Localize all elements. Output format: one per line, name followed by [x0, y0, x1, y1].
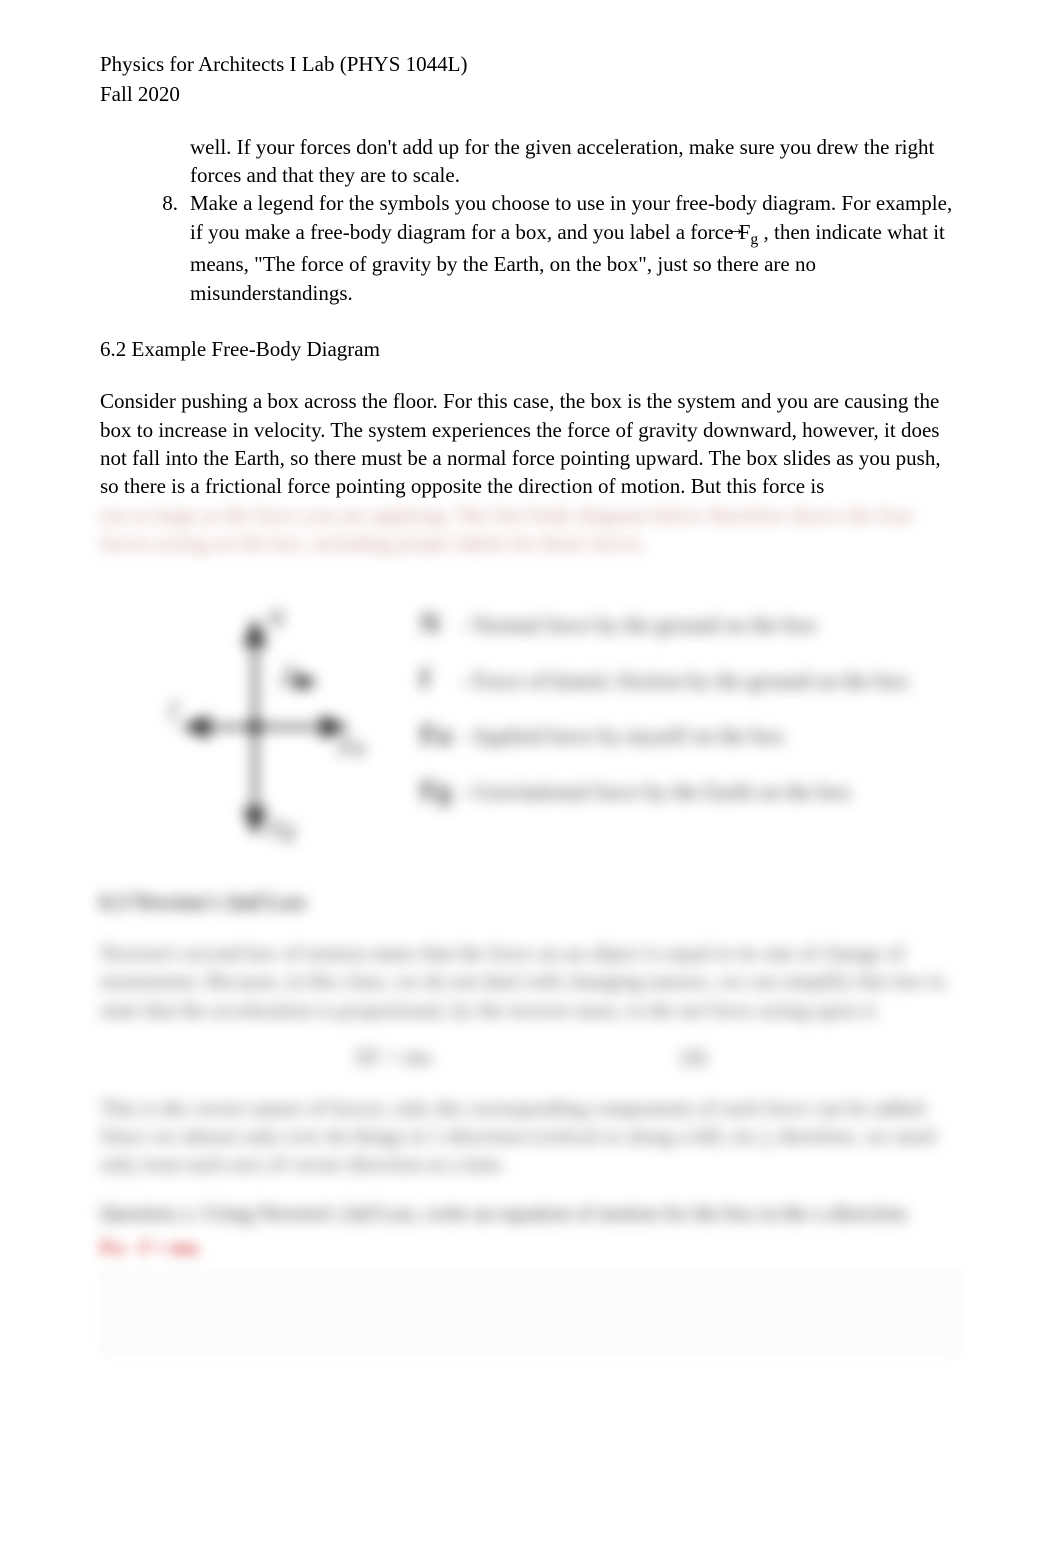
legend-row: f - Force of kinetic friction by the gro…	[420, 661, 908, 699]
legend-text: - Gravitational force by the Earth on th…	[460, 777, 851, 807]
force-subscript: g	[750, 231, 758, 248]
section-6-3-para1: Newton's second law of motion states tha…	[100, 939, 962, 1024]
equation-text: ΣF = ma	[356, 1042, 431, 1072]
section-6-2-blurred-line-2: forces acting on the box, including prop…	[100, 529, 962, 557]
section-6-2-paragraph-visible: Consider pushing a box across the floor.…	[100, 387, 962, 500]
list-spacer	[160, 133, 190, 190]
fbd-legend: N - Normal force by the ground on the bo…	[420, 606, 908, 829]
fbd-svg: N Fg Fa f a	[140, 587, 370, 847]
answer-box	[100, 1269, 962, 1355]
fbd-label-a: a	[285, 658, 295, 680]
vector-arrow: →	[725, 214, 746, 242]
fbd-label-fa: Fa	[337, 735, 365, 761]
legend-sym: N	[420, 606, 460, 644]
section-6-3-para2: This is the vector nature of forces; onl…	[100, 1094, 962, 1179]
section-6-2-blurred-line-1: not as large as the force you are applyi…	[100, 501, 962, 529]
item8-text: Make a legend for the symbols you choose…	[190, 189, 962, 306]
legend-text: - Applied force by myself on the box	[460, 721, 784, 751]
legend-row: Fg - Gravitational force by the Earth on…	[420, 773, 908, 811]
answer-hint-red: Fa - f = ma	[100, 1233, 962, 1261]
free-body-diagram-figure: N Fg Fa f a N - Normal force by the grou…	[100, 587, 962, 847]
fbd-label-n: N	[267, 607, 286, 633]
equation-number: (4)	[681, 1042, 707, 1072]
legend-text: - Normal force by the ground on the box	[460, 610, 817, 640]
legend-sym: f	[420, 661, 460, 699]
question-label: Question x: Using Newton's 2nd Law, writ…	[100, 1199, 962, 1227]
fbd-label-f: f	[170, 697, 180, 723]
item8-number: 8.	[160, 189, 190, 306]
fbd-label-fg: Fg	[267, 817, 295, 843]
semester-line: Fall 2020	[100, 80, 962, 108]
section-6-2-heading: 6.2 Example Free-Body Diagram	[100, 335, 962, 363]
legend-sym: Fa	[420, 717, 460, 755]
force-symbol-fg: →Fg	[739, 218, 759, 250]
course-title: Physics for Architects I Lab (PHYS 1044L…	[100, 50, 962, 78]
legend-sym: Fg	[420, 773, 460, 811]
legend-row: Fa - Applied force by myself on the box	[420, 717, 908, 755]
equation-row: ΣF = ma (4)	[100, 1042, 962, 1072]
legend-row: N - Normal force by the ground on the bo…	[420, 606, 908, 644]
legend-text: - Force of kinetic friction by the groun…	[460, 666, 908, 696]
instruction-list: well. If your forces don't add up for th…	[160, 133, 962, 307]
section-6-3-heading: 6.3 Newton's 2nd Law	[100, 887, 962, 917]
item7-continuation: well. If your forces don't add up for th…	[190, 133, 962, 190]
